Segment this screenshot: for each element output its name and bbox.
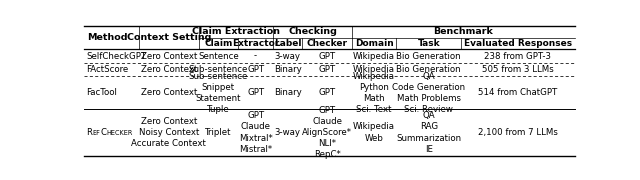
Text: Claim: Claim [204, 39, 232, 48]
Text: Sub-sentence: Sub-sentence [189, 65, 248, 74]
Text: Binary: Binary [274, 88, 301, 97]
Text: EF: EF [92, 130, 100, 136]
Text: Bio Generation: Bio Generation [396, 51, 461, 60]
Text: Domain: Domain [355, 39, 394, 48]
Text: 514 from ChatGPT: 514 from ChatGPT [478, 88, 557, 97]
Text: Triplet: Triplet [205, 128, 232, 137]
Text: FacTool: FacTool [86, 88, 117, 97]
Text: Sentence: Sentence [198, 51, 239, 60]
Text: Zero Context: Zero Context [141, 65, 197, 74]
Text: GPT
Claude
Mixtral*
Mistral*: GPT Claude Mixtral* Mistral* [239, 111, 273, 154]
Text: R: R [86, 128, 92, 137]
Text: GPT: GPT [319, 88, 335, 97]
Text: Wikipedia
Web: Wikipedia Web [353, 123, 395, 143]
Text: C: C [100, 128, 106, 137]
Text: Extractor: Extractor [232, 39, 279, 48]
Text: Bio Generation: Bio Generation [396, 65, 461, 74]
Text: QA
RAG
Summarization
IE: QA RAG Summarization IE [396, 111, 461, 154]
Text: FActScore: FActScore [86, 65, 128, 74]
Text: 238 from GPT-3: 238 from GPT-3 [484, 51, 552, 60]
Text: Zero Context: Zero Context [141, 51, 197, 60]
Text: Checking: Checking [288, 27, 337, 36]
Text: Claim Extraction: Claim Extraction [192, 27, 280, 36]
Text: Wikipedia: Wikipedia [353, 51, 395, 60]
Text: 3-way: 3-way [275, 51, 301, 60]
Text: Wikipedia
Python
Math
Sci. Text: Wikipedia Python Math Sci. Text [353, 71, 395, 114]
Text: HECKER: HECKER [106, 130, 132, 136]
Text: -: - [254, 51, 257, 60]
Text: Label: Label [274, 39, 301, 48]
Text: Context Setting: Context Setting [127, 33, 211, 42]
Text: Task: Task [417, 39, 440, 48]
Text: Wikipedia: Wikipedia [353, 65, 395, 74]
Text: GPT: GPT [247, 88, 264, 97]
Text: Evaluated Responses: Evaluated Responses [464, 39, 572, 48]
Text: SelfCheckGPT: SelfCheckGPT [86, 51, 146, 60]
Text: Zero Context
Noisy Context
Accurate Context: Zero Context Noisy Context Accurate Cont… [131, 117, 206, 148]
Text: 3-way: 3-way [275, 128, 301, 137]
Text: GPT: GPT [247, 65, 264, 74]
Text: GPT: GPT [319, 65, 335, 74]
Text: 505 from 3 LLMs: 505 from 3 LLMs [482, 65, 554, 74]
Text: Benchmark: Benchmark [433, 27, 493, 36]
Text: Method: Method [87, 33, 127, 42]
Text: GPT
Claude
AlignScore*
NLI*
RepC*: GPT Claude AlignScore* NLI* RepC* [302, 106, 352, 159]
Text: 2,100 from 7 LLMs: 2,100 from 7 LLMs [478, 128, 558, 137]
Text: Binary: Binary [274, 65, 301, 74]
Text: Sub-sentence
Snippet
Statement
Tuple: Sub-sentence Snippet Statement Tuple [189, 71, 248, 114]
Text: Checker: Checker [307, 39, 348, 48]
Text: GPT: GPT [319, 51, 335, 60]
Text: QA
Code Generation
Math Problems
Sci. Review: QA Code Generation Math Problems Sci. Re… [392, 71, 465, 114]
Text: Zero Context: Zero Context [141, 88, 197, 97]
